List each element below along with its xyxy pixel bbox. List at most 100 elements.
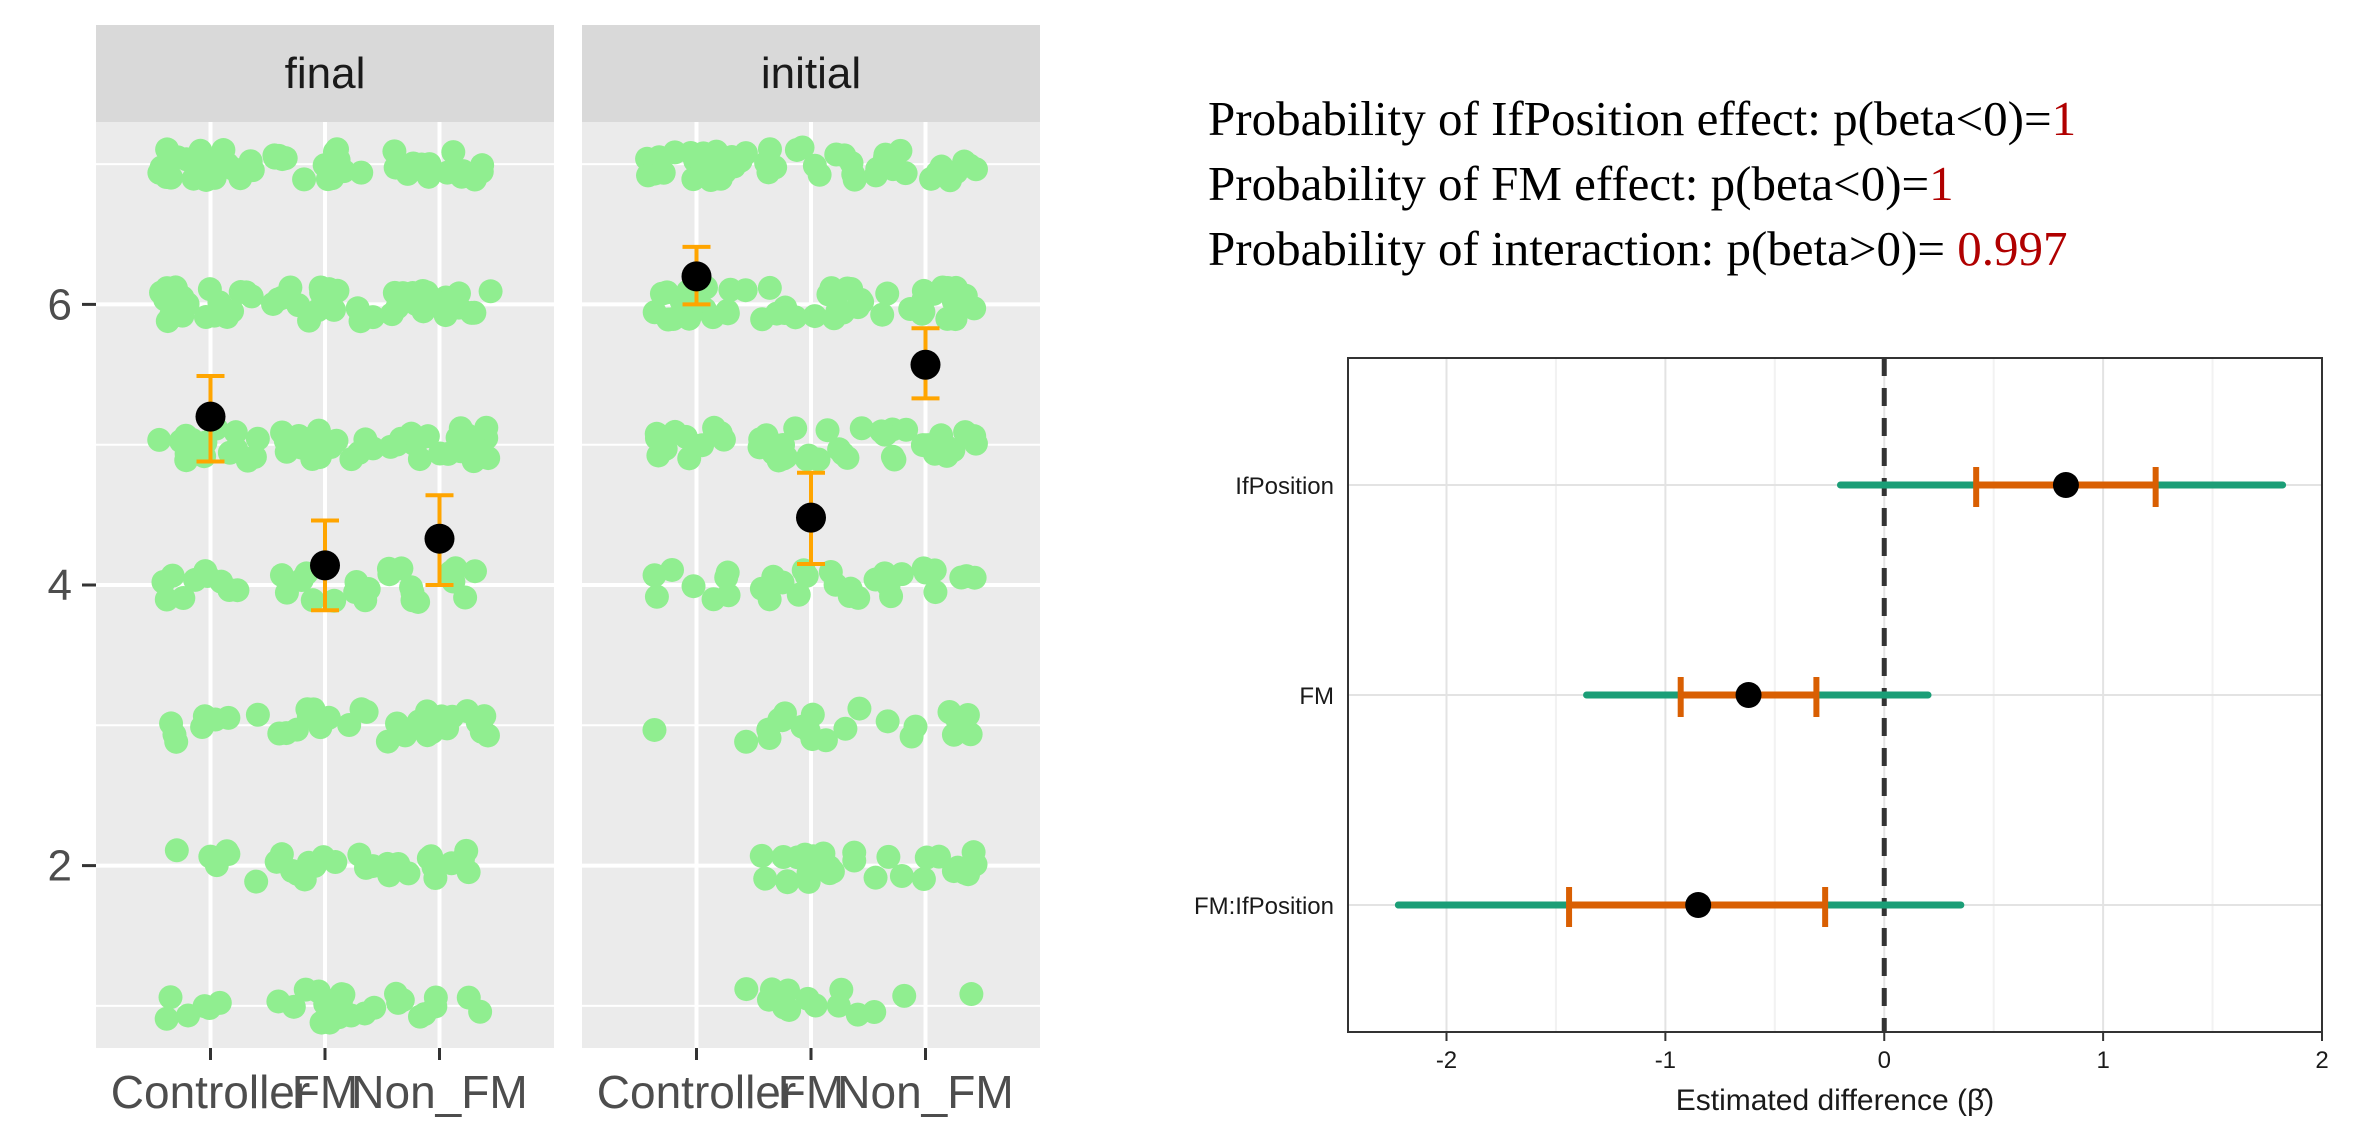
response-point	[826, 993, 851, 1018]
response-point	[889, 863, 914, 888]
response-point	[942, 306, 967, 331]
y-tick-label: FM	[1299, 683, 1334, 710]
summary-value: 1	[1929, 156, 1954, 211]
response-point	[307, 445, 332, 470]
response-point	[462, 559, 487, 584]
response-point	[962, 565, 987, 590]
response-point	[284, 717, 309, 742]
facet-label: final	[285, 49, 366, 98]
response-point	[456, 985, 481, 1010]
response-point	[926, 844, 951, 869]
response-point	[162, 722, 187, 747]
response-point	[228, 166, 253, 191]
response-point	[242, 444, 267, 469]
response-point	[636, 163, 661, 188]
response-point	[399, 575, 424, 600]
response-point	[331, 982, 356, 1007]
x-tick-label: 2	[2315, 1047, 2328, 1074]
response-point	[898, 297, 923, 322]
response-point	[207, 990, 232, 1015]
response-point	[202, 303, 227, 328]
response-point	[958, 722, 983, 747]
x-tick-label: Controller	[111, 1066, 310, 1118]
response-point	[681, 167, 706, 192]
response-point	[441, 140, 466, 165]
response-point	[286, 423, 311, 448]
response-point	[952, 149, 977, 174]
y-tick-label: 6	[48, 280, 72, 329]
response-point	[870, 302, 895, 327]
response-point	[899, 724, 924, 749]
response-point	[408, 426, 433, 451]
response-point	[450, 847, 475, 872]
estimate-point	[2052, 472, 2079, 498]
facet-label: initial	[761, 49, 861, 98]
response-point	[278, 275, 303, 300]
response-point	[863, 865, 888, 890]
response-point	[315, 167, 340, 192]
x-tick-label: FM	[292, 1066, 358, 1118]
forest-plot: IfPosition FM FM:IfPosition -2 -1 0 1 2 Estimate…	[1194, 357, 2329, 1117]
response-point	[827, 437, 852, 462]
response-point	[813, 728, 838, 753]
y-tick-label: FM:IfPosition	[1194, 893, 1334, 920]
response-point	[343, 580, 368, 605]
response-point	[734, 729, 759, 754]
response-point	[382, 139, 407, 164]
response-point	[935, 275, 960, 300]
response-point	[348, 309, 373, 334]
response-point	[453, 585, 478, 610]
summary-value: 1	[2051, 91, 2077, 146]
response-point	[385, 711, 410, 736]
response-point	[772, 701, 797, 726]
response-point	[446, 281, 471, 306]
response-point	[421, 855, 446, 880]
response-point	[753, 866, 778, 891]
summary-label: Probability of FM effect: p(beta<0)=	[1208, 156, 1930, 211]
response-point	[708, 166, 733, 191]
x-axis-label: Estimated difference (β̂)	[1676, 1084, 1995, 1117]
response-point	[461, 449, 486, 474]
response-point	[911, 867, 936, 892]
response-point	[875, 709, 900, 734]
response-point	[197, 277, 222, 302]
response-point	[757, 587, 782, 612]
response-point	[934, 162, 959, 187]
response-point	[734, 977, 759, 1002]
response-point	[352, 1001, 377, 1026]
response-point	[642, 563, 667, 588]
response-point	[790, 135, 815, 160]
response-point	[833, 716, 858, 741]
panel-border	[1347, 357, 2323, 1033]
mean-point	[424, 523, 455, 554]
estimate-point	[1735, 682, 1762, 708]
response-point	[353, 427, 378, 452]
mean-point	[195, 401, 226, 432]
response-point	[831, 300, 856, 325]
x-tick-label: 0	[1878, 1047, 1891, 1074]
y-tick-label: 2	[48, 842, 72, 891]
response-point	[775, 870, 800, 895]
response-point	[377, 863, 402, 888]
response-point	[269, 842, 294, 867]
response-point	[849, 416, 874, 441]
y-tick-label: 4	[48, 561, 72, 610]
response-point	[159, 165, 184, 190]
summary-label: Probability of IfPosition effect: p(beta…	[1208, 91, 2052, 146]
response-point	[847, 696, 872, 721]
response-point	[193, 559, 218, 584]
response-point	[876, 844, 901, 869]
facet-plot: finalControllerFMNon_FMinitialController…	[48, 25, 1040, 1118]
response-point	[913, 433, 938, 458]
response-point	[748, 427, 773, 452]
response-point	[749, 843, 774, 868]
facet-strip	[582, 25, 1040, 122]
response-point	[423, 985, 448, 1010]
response-point	[292, 167, 317, 192]
response-point	[959, 982, 984, 1007]
response-point	[478, 279, 503, 304]
response-point	[923, 580, 948, 605]
response-point	[872, 561, 897, 586]
response-point	[306, 418, 331, 443]
response-point	[681, 574, 706, 599]
